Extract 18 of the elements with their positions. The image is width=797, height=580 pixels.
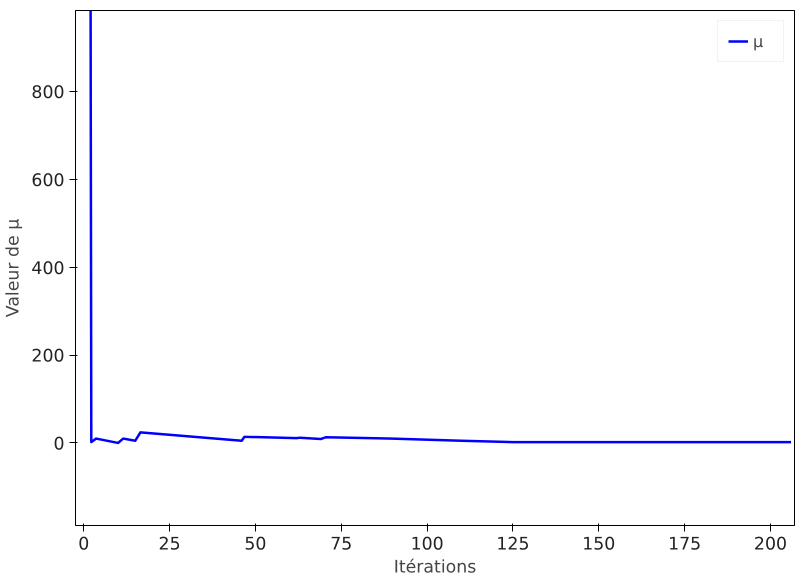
- legend-label: μ: [753, 32, 764, 50]
- x-axis-title: Itérations: [394, 558, 476, 578]
- y-tick-label: 200: [31, 346, 65, 367]
- x-tick-label: 50: [244, 534, 266, 554]
- y-tick-label: 0: [53, 434, 65, 454]
- y-axis-title: Valeur de μ: [3, 218, 24, 318]
- x-tick-label: 100: [410, 534, 444, 554]
- x-tick-label: 25: [158, 534, 181, 554]
- x-tick-label: 125: [496, 534, 530, 554]
- y-tick-label: 600: [31, 171, 65, 192]
- x-tick-label: 150: [582, 534, 616, 554]
- x-tick-label: 0: [78, 534, 90, 554]
- y-tick-label: 800: [31, 83, 65, 104]
- x-tick-label: 175: [668, 534, 702, 554]
- line-series: [89, 10, 792, 444]
- y-tick-label: 400: [31, 258, 65, 279]
- x-tick-label: 200: [754, 534, 788, 554]
- x-tick-label: 75: [330, 534, 352, 554]
